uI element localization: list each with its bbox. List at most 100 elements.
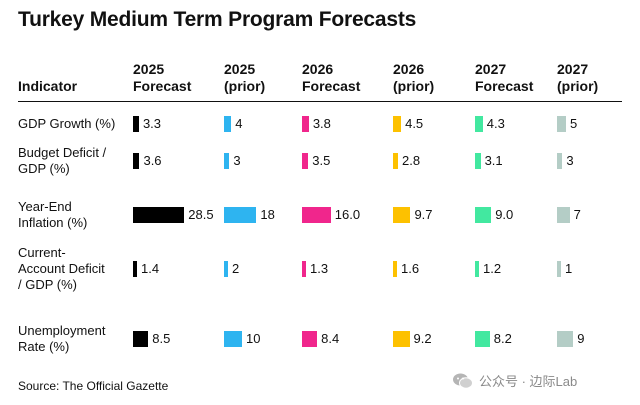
indicator-label-line: GDP Growth (%) bbox=[18, 116, 116, 131]
data-label: 1 bbox=[565, 261, 573, 276]
column-header-type: (prior) bbox=[557, 78, 599, 94]
indicator-label-line: GDP (%) bbox=[18, 161, 70, 176]
data-label: 9.0 bbox=[495, 207, 514, 222]
data-label: 9.7 bbox=[414, 207, 433, 222]
data-bar bbox=[224, 207, 257, 223]
data-label: 3.1 bbox=[484, 153, 503, 168]
indicator-label-line: Unemployment bbox=[18, 323, 106, 338]
data-bar bbox=[302, 153, 309, 169]
data-bar bbox=[557, 207, 570, 223]
data-bar bbox=[133, 207, 185, 223]
column-header-year: 2025 bbox=[224, 61, 256, 77]
indicator-label-line: Account Deficit bbox=[18, 261, 105, 276]
data-label: 18 bbox=[260, 207, 275, 222]
data-bar bbox=[393, 331, 410, 347]
data-label: 8.4 bbox=[321, 331, 340, 346]
data-label: 3.5 bbox=[312, 153, 331, 168]
data-bar bbox=[302, 331, 318, 347]
data-label: 8.2 bbox=[493, 331, 512, 346]
data-label: 3 bbox=[233, 153, 241, 168]
data-label: 8.5 bbox=[152, 331, 171, 346]
data-label: 2 bbox=[232, 261, 240, 276]
data-label: 9.2 bbox=[413, 331, 432, 346]
data-bar bbox=[557, 261, 561, 277]
data-bar bbox=[393, 116, 402, 132]
data-bar bbox=[475, 207, 492, 223]
column-header-year: 2025 bbox=[133, 61, 165, 77]
watermark-text: 公众号 · 边际Lab bbox=[479, 374, 578, 389]
data-label: 16.0 bbox=[334, 207, 361, 222]
indicator-label: Current- Account Deficit / GDP (%) bbox=[18, 245, 133, 293]
column-header-type: Forecast bbox=[475, 78, 534, 94]
data-bar bbox=[557, 116, 566, 132]
watermark: 公众号 · 边际Lab bbox=[452, 371, 577, 390]
data-bar bbox=[302, 261, 306, 277]
column-header-type: (prior) bbox=[393, 78, 435, 94]
data-label: 1.3 bbox=[310, 261, 329, 276]
data-label: 28.5 bbox=[188, 207, 214, 222]
data-label: 3.6 bbox=[143, 153, 162, 168]
data-bar bbox=[393, 153, 399, 169]
indicator-label-line: Budget Deficit / bbox=[18, 145, 107, 160]
data-label: 1.6 bbox=[401, 261, 420, 276]
data-label: 3 bbox=[566, 153, 574, 168]
data-label: 4.3 bbox=[486, 116, 505, 131]
data-bar bbox=[475, 331, 490, 347]
column-header-year: 2026 bbox=[393, 61, 425, 77]
indicator-label-line: Rate (%) bbox=[18, 339, 70, 354]
indicator-label: Year-End Inflation (%) bbox=[18, 199, 133, 231]
data-label: 3.3 bbox=[142, 116, 162, 131]
data-bar bbox=[393, 261, 397, 277]
indicator-header: Indicator bbox=[18, 78, 78, 94]
column-header-year: 2027 bbox=[557, 61, 589, 77]
data-bar bbox=[133, 261, 137, 277]
data-bar bbox=[133, 153, 140, 169]
data-label: 2.8 bbox=[402, 153, 421, 168]
data-bar bbox=[475, 116, 483, 132]
data-bar bbox=[224, 116, 232, 132]
data-label: 1.4 bbox=[141, 261, 160, 276]
column-header: 2025 Forecast bbox=[133, 61, 191, 95]
data-bar bbox=[475, 261, 479, 277]
column-header-year: 2026 bbox=[302, 61, 334, 77]
data-label: 1.2 bbox=[483, 261, 502, 276]
indicator-label: GDP Growth (%) bbox=[18, 116, 133, 132]
column-header-type: Forecast bbox=[302, 78, 361, 94]
data-label: 5 bbox=[570, 116, 578, 131]
indicator-label-line: / GDP (%) bbox=[18, 277, 77, 292]
data-bar bbox=[393, 207, 411, 223]
indicator-label: Budget Deficit / GDP (%) bbox=[18, 145, 133, 177]
indicator-label-line: Current- bbox=[18, 245, 66, 260]
column-header: 2026 Forecast bbox=[302, 61, 360, 95]
data-label: 3.8 bbox=[312, 116, 331, 131]
column-header: 2026 (prior) bbox=[393, 61, 434, 95]
chart-title: Turkey Medium Term Program Forecasts bbox=[18, 8, 417, 31]
data-bar bbox=[302, 116, 309, 132]
data-bar bbox=[133, 116, 139, 132]
data-label: 9 bbox=[577, 331, 585, 346]
data-label: 7 bbox=[573, 207, 581, 222]
data-bar bbox=[224, 261, 228, 277]
column-header-year: 2027 bbox=[475, 61, 507, 77]
wechat-icon bbox=[453, 373, 473, 389]
indicator-label-line: Year-End bbox=[18, 199, 72, 214]
header-rule bbox=[18, 101, 622, 102]
source-note: Source: The Official Gazette bbox=[18, 379, 169, 393]
column-header: 2027 (prior) bbox=[557, 61, 598, 95]
data-bar bbox=[224, 153, 230, 169]
column-header-type: Forecast bbox=[133, 78, 192, 94]
data-bar bbox=[557, 331, 574, 347]
data-bar bbox=[224, 331, 242, 347]
data-bar bbox=[557, 153, 563, 169]
indicator-label: Unemployment Rate (%) bbox=[18, 323, 133, 355]
data-label: 4.5 bbox=[405, 116, 424, 131]
column-header: 2025 (prior) bbox=[224, 61, 265, 95]
data-bar bbox=[302, 207, 331, 223]
data-bar bbox=[475, 153, 481, 169]
column-header: 2027 Forecast bbox=[475, 61, 533, 95]
data-label: 4 bbox=[235, 116, 243, 131]
data-label: 10 bbox=[246, 331, 261, 346]
data-bar bbox=[133, 331, 149, 347]
column-header-type: (prior) bbox=[224, 78, 266, 94]
